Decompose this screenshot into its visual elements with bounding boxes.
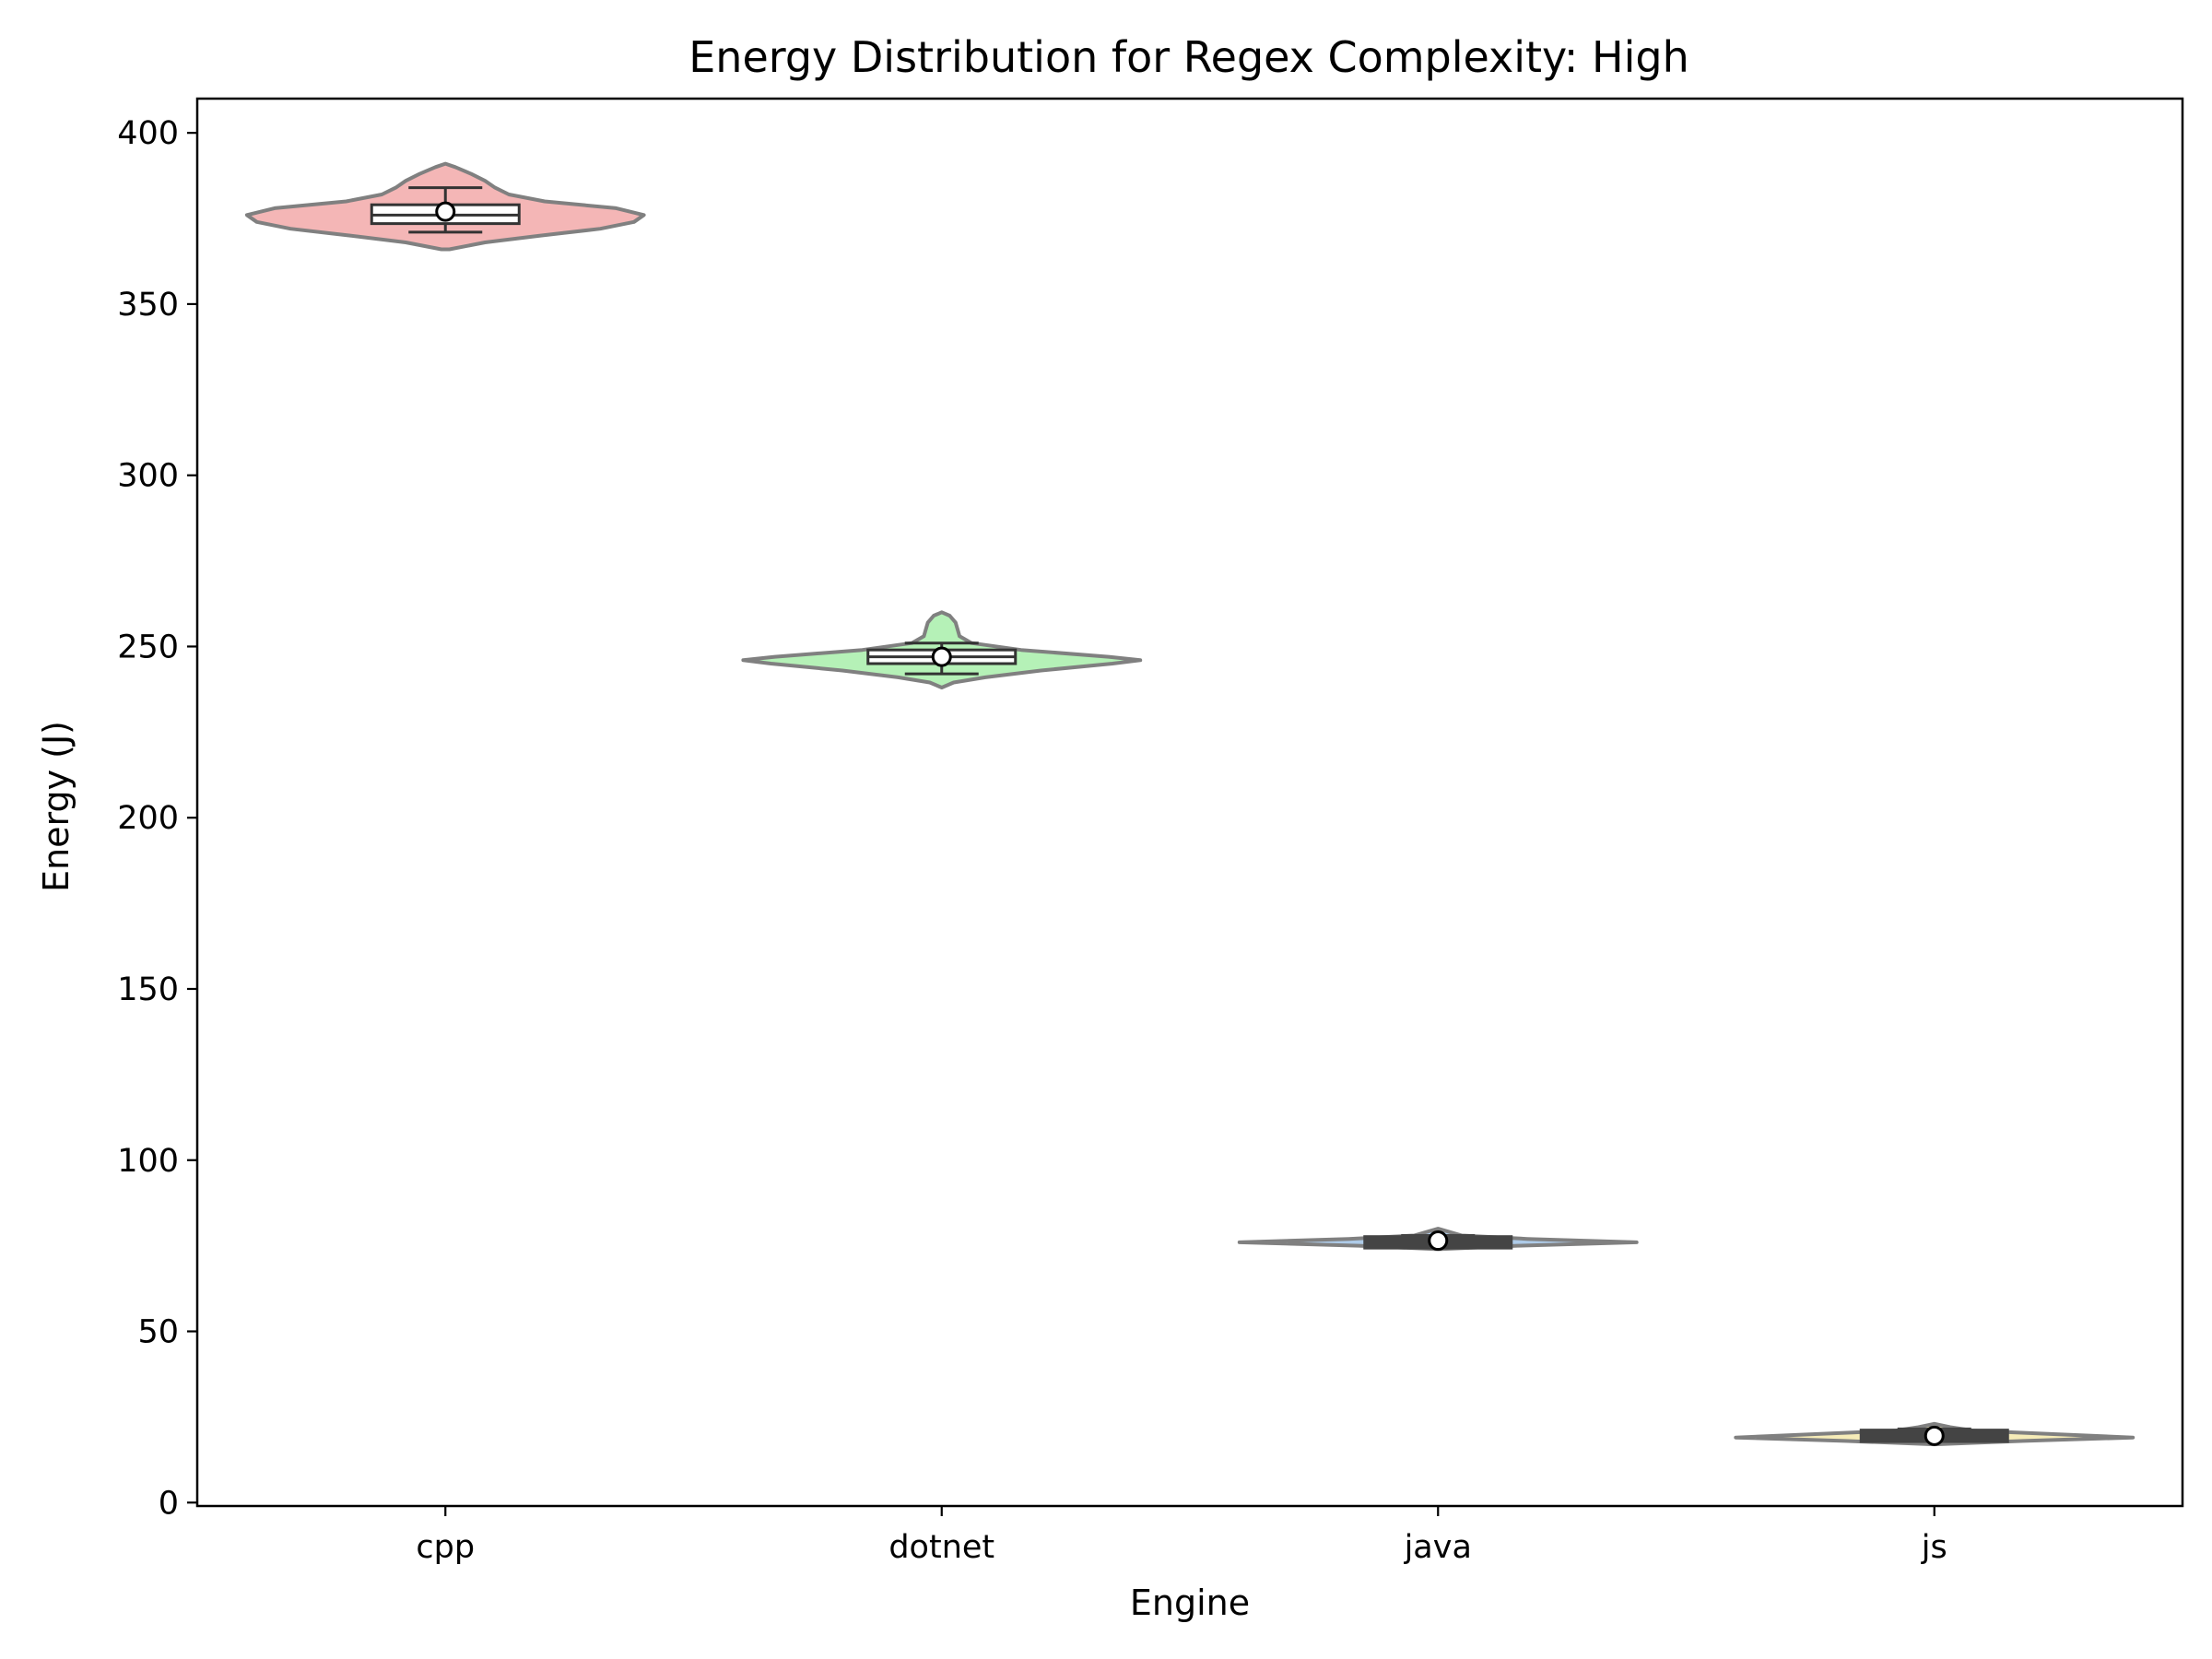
violin-cpp xyxy=(244,161,646,252)
plot-area xyxy=(244,161,2136,1447)
x-tick-label-cpp: cpp xyxy=(416,1529,475,1566)
axes: 0 50 100 150 200 250 300 350 400 cpp dotnet java js xyxy=(117,97,2184,1566)
y-tick-label-100: 100 xyxy=(117,1143,179,1180)
y-axis-label: Energy (J) xyxy=(36,721,76,892)
mean-marker-java xyxy=(1428,1230,1449,1252)
x-tick-label-dotnet: dotnet xyxy=(888,1529,994,1566)
y-tick-label-300: 300 xyxy=(117,458,179,495)
y-tick-label-350: 350 xyxy=(117,287,179,324)
y-tick-label-0: 0 xyxy=(159,1485,179,1522)
violin-dotnet xyxy=(741,610,1143,689)
y-tick-label-50: 50 xyxy=(137,1314,179,1351)
y-tick-label-200: 200 xyxy=(117,800,179,837)
violin-java xyxy=(1237,1227,1639,1252)
plot-frame xyxy=(195,97,2184,1508)
x-axis-label: Engine xyxy=(1130,1583,1250,1623)
mean-marker-cpp xyxy=(435,201,456,222)
y-tick-label-400: 400 xyxy=(117,115,179,152)
mean-marker-dotnet xyxy=(931,646,952,667)
mean-marker-js xyxy=(1924,1425,1945,1446)
y-tick-label-250: 250 xyxy=(117,629,179,665)
y-tick-label-150: 150 xyxy=(117,971,179,1008)
x-tick-label-java: java xyxy=(1404,1529,1472,1566)
x-tick-label-js: js xyxy=(1921,1529,1947,1566)
violin-js xyxy=(1734,1421,2136,1447)
chart-title: Energy Distribution for Regex Complexity… xyxy=(688,32,1689,82)
